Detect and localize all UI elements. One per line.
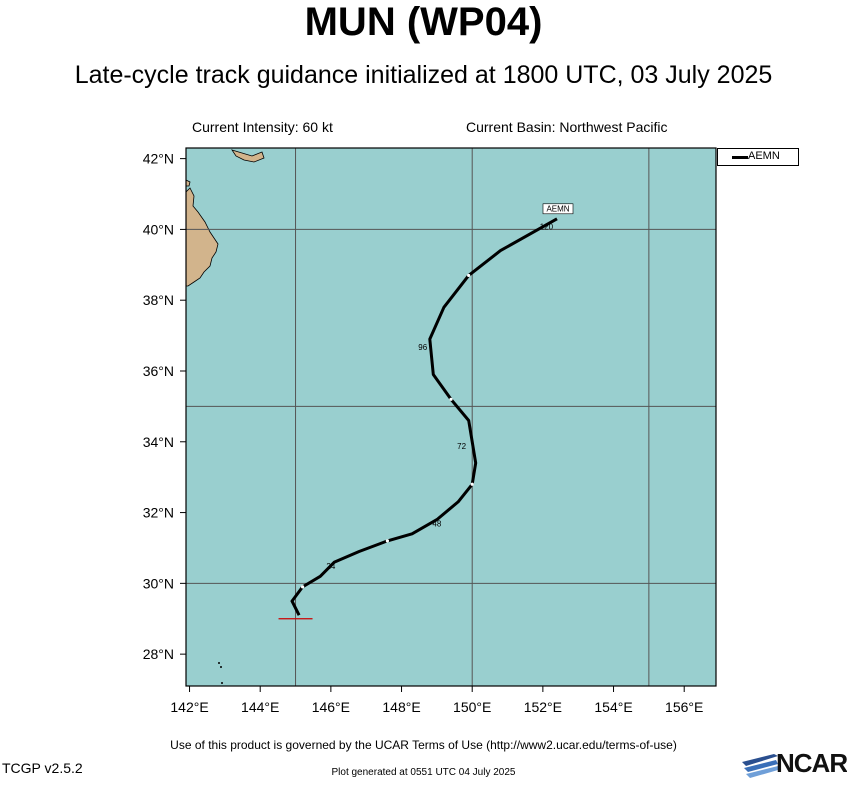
- y-tick-label: 32°N: [143, 505, 174, 521]
- x-tick-label: 142°E: [170, 699, 208, 715]
- tau-label: 48: [432, 520, 441, 529]
- current-intensity: Current Intensity: 60 kt: [192, 119, 333, 135]
- ncar-logo-text: NCAR: [776, 748, 847, 778]
- y-tick-label: 34°N: [143, 434, 174, 450]
- land-islet: [220, 666, 222, 668]
- land-group: [186, 149, 265, 684]
- current-basin: Current Basin: Northwest Pacific: [466, 119, 668, 135]
- version-label: TCGP v2.5.2: [2, 760, 83, 776]
- ocean-background: [186, 148, 716, 686]
- plot-frame: [185, 147, 717, 687]
- track-point: [301, 585, 305, 589]
- track-end-label-box: [542, 203, 574, 215]
- legend-label: AEMN: [748, 150, 780, 162]
- track-point: [470, 482, 474, 486]
- x-tick-label: 156°E: [665, 699, 703, 715]
- track-point: [449, 397, 453, 401]
- y-tick-label: 36°N: [143, 363, 174, 379]
- track-series: 24 48 72 96 120 AEMN: [278, 203, 574, 620]
- y-tick-label: 30°N: [143, 575, 174, 591]
- land-hokkaido: [231, 149, 265, 163]
- track-end-label-text: AEMN: [546, 204, 569, 213]
- legend: AEMN: [717, 148, 799, 166]
- track-point: [385, 539, 389, 543]
- x-tick-label: 146°E: [312, 699, 350, 715]
- track-end-label: AEMN: [542, 203, 574, 215]
- y-tick-label: 38°N: [143, 292, 174, 308]
- legend-line-swatch: [732, 156, 748, 159]
- x-tick-label: 152°E: [524, 699, 562, 715]
- axis-ticks: 142°E 144°E 146°E 148°E 150°E 152°E 154°E 156°E…: [143, 151, 704, 715]
- land-small-island: [186, 179, 191, 187]
- land-islet: [218, 662, 220, 664]
- x-tick-label: 144°E: [241, 699, 279, 715]
- tau-label: 72: [457, 442, 466, 451]
- tau-label: 96: [418, 343, 427, 352]
- tau-label: 120: [540, 222, 554, 231]
- plot-generated-time: Plot generated at 0551 UTC 04 July 2025: [331, 767, 516, 778]
- ncar-logo: NCAR: [740, 748, 847, 780]
- land-honshu: [186, 187, 219, 287]
- x-tick-label: 148°E: [382, 699, 420, 715]
- track-point: [467, 273, 471, 278]
- y-tick-label: 40°N: [143, 221, 174, 237]
- ncar-swoosh-icon: [742, 754, 778, 778]
- tau-label: 24: [326, 562, 335, 571]
- x-tick-label: 154°E: [594, 699, 632, 715]
- y-tick-label: 28°N: [143, 646, 174, 662]
- y-tick-label: 42°N: [143, 151, 174, 167]
- land-islet: [221, 682, 223, 684]
- chart-title: MUN (WP04): [304, 0, 543, 44]
- chart-subtitle: Late-cycle track guidance initialized at…: [74, 61, 773, 89]
- x-tick-label: 150°E: [453, 699, 491, 715]
- terms-of-use: Use of this product is governed by the U…: [170, 738, 677, 752]
